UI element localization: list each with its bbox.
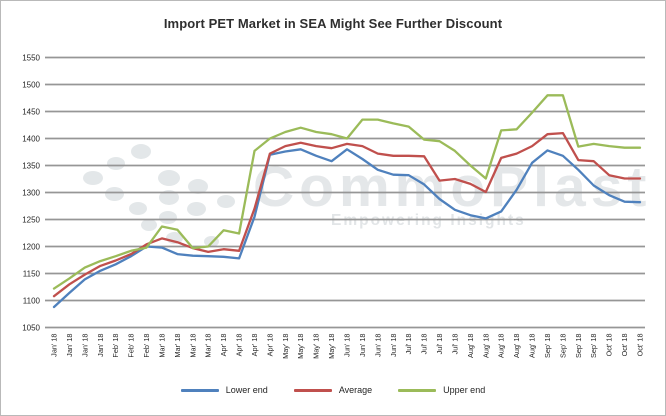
gridlines bbox=[45, 56, 645, 329]
x-tick-label: Mar' 18 bbox=[204, 334, 213, 358]
x-tick-label: Apr' 18 bbox=[265, 334, 274, 357]
x-tick-label: Oct' 18 bbox=[605, 334, 614, 357]
legend-item-upper-end: Upper end bbox=[398, 385, 485, 395]
series-line-lower-end bbox=[52, 148, 642, 309]
x-tick-label: Feb' 18 bbox=[111, 334, 120, 358]
x-tick-label: May' 18 bbox=[312, 334, 321, 359]
y-tick-label: 1050 bbox=[22, 323, 40, 332]
y-axis-labels: 1050 1100 1150 1200 1250 1300 1350 1400 1450 1500… bbox=[22, 53, 40, 332]
x-tick-label: Sep' 18 bbox=[558, 334, 567, 359]
series-line-average bbox=[52, 131, 642, 298]
legend-line-swatch bbox=[293, 388, 332, 392]
logo-dot bbox=[188, 178, 208, 194]
x-tick-label: Oct' 18 bbox=[620, 334, 629, 357]
x-axis-labels: Jan' 18 Jan' 18 Jan' 18 Jan' 18 Feb' 18 Feb' … bbox=[50, 334, 645, 359]
logo-dot bbox=[104, 187, 124, 201]
logo-dot bbox=[83, 171, 103, 185]
x-tick-label: Jun' 18 bbox=[343, 334, 352, 357]
x-tick-label: Jul' 18 bbox=[420, 334, 429, 355]
x-tick-label: Feb' 18 bbox=[127, 334, 136, 358]
x-tick-label: Apr' 18 bbox=[219, 334, 228, 357]
logo-dot bbox=[186, 202, 206, 216]
logo-dot bbox=[203, 235, 219, 247]
x-tick-label: Mar' 18 bbox=[157, 334, 166, 358]
x-tick-label: Jun' 18 bbox=[389, 334, 398, 357]
x-tick-label: Jul' 18 bbox=[450, 334, 459, 355]
x-tick-label: Mar' 18 bbox=[188, 334, 197, 358]
x-tick-label: Sep' 18 bbox=[589, 334, 598, 359]
y-tick-label: 1250 bbox=[22, 215, 40, 224]
series-line-upper-end bbox=[52, 94, 642, 290]
logo-dot bbox=[129, 201, 147, 215]
x-tick-label: Jan' 18 bbox=[65, 334, 74, 357]
y-tick-label: 1400 bbox=[22, 134, 40, 143]
x-tick-label: May' 18 bbox=[296, 334, 305, 359]
x-tick-label: Sep' 18 bbox=[574, 334, 583, 359]
legend: Lower end Average Upper end bbox=[1, 381, 665, 399]
y-tick-label: 1550 bbox=[22, 53, 40, 62]
x-tick-label: Apr' 18 bbox=[235, 334, 244, 357]
legend-label: Upper end bbox=[443, 385, 486, 395]
legend-line-swatch bbox=[398, 388, 437, 392]
x-tick-label: Aug' 18 bbox=[528, 334, 537, 359]
legend-label: Average bbox=[338, 385, 373, 395]
y-tick-label: 1350 bbox=[22, 161, 40, 170]
x-tick-label: Aug' 18 bbox=[497, 334, 506, 359]
x-tick-label: Jul' 18 bbox=[435, 334, 444, 355]
logo-dot bbox=[131, 143, 151, 159]
x-tick-label: May' 18 bbox=[327, 334, 336, 359]
x-tick-label: Mar' 18 bbox=[173, 334, 182, 358]
x-tick-label: Sep' 18 bbox=[543, 334, 552, 359]
logo-dot bbox=[217, 194, 235, 208]
x-tick-label: Jun' 18 bbox=[358, 334, 367, 357]
x-tick-label: Oct' 18 bbox=[636, 334, 645, 357]
y-tick-label: 1500 bbox=[22, 80, 40, 89]
x-tick-label: Aug' 18 bbox=[512, 334, 521, 359]
x-tick-label: Apr' 18 bbox=[250, 334, 259, 357]
x-tick-label: Feb' 18 bbox=[142, 334, 151, 358]
x-tick-label: May' 18 bbox=[281, 334, 290, 359]
y-tick-label: 1150 bbox=[23, 269, 41, 278]
legend-item-lower-end: Lower end bbox=[180, 385, 268, 395]
chart-title: Import PET Market in SEA Might See Furth… bbox=[163, 16, 503, 31]
logo-dot bbox=[141, 219, 157, 231]
y-tick-label: 1100 bbox=[23, 296, 41, 305]
y-tick-label: 1200 bbox=[22, 242, 40, 251]
legend-label: Lower end bbox=[225, 385, 268, 395]
x-tick-label: Aug' 18 bbox=[466, 334, 475, 359]
x-tick-label: Jan' 18 bbox=[50, 334, 59, 357]
legend-item-average: Average bbox=[293, 385, 373, 395]
x-tick-label: Aug' 18 bbox=[481, 334, 490, 359]
y-tick-label: 1300 bbox=[22, 188, 40, 197]
x-tick-label: Jul' 18 bbox=[404, 334, 413, 355]
y-tick-label: 1450 bbox=[22, 107, 40, 116]
x-tick-label: Jun' 18 bbox=[373, 334, 382, 357]
x-tick-label: Jan' 18 bbox=[96, 334, 105, 357]
legend-line-swatch bbox=[180, 388, 219, 392]
logo-dot bbox=[158, 170, 180, 186]
x-tick-label: Jan' 18 bbox=[80, 334, 89, 357]
